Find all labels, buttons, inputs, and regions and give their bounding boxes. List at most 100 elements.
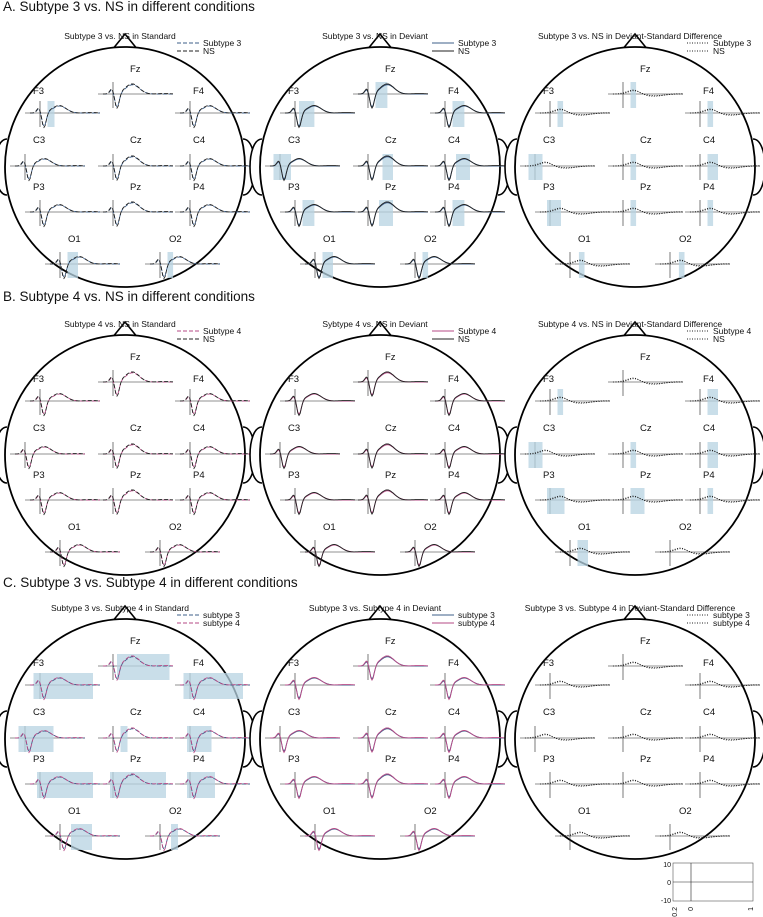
legend-label: NS [203, 334, 215, 344]
erp-waveform-b [357, 727, 428, 754]
electrode-label: Cz [130, 135, 142, 146]
erp-waveform-b [539, 495, 611, 503]
head-outline [4, 334, 246, 576]
electrode-label: P3 [288, 754, 300, 765]
significance-shading [630, 82, 637, 108]
erp-waveform-b [284, 393, 355, 417]
erp-waveform-b [559, 259, 631, 267]
electrode-p3: P3 [280, 754, 355, 800]
significance-shading [299, 101, 315, 127]
significance-shading [456, 154, 470, 180]
panel-title: Subtype 3 vs. Subtype 4 in Deviant-Stand… [525, 603, 736, 613]
erp-waveform-b [102, 655, 173, 682]
scale-y-tick: -10 [661, 898, 671, 905]
erp-waveform-b [689, 495, 761, 503]
electrode-p4: P4 [175, 182, 250, 228]
panel-title: Subtype 4 vs. NS in Deviant-Standard Dif… [538, 319, 722, 329]
legend-label: subtype 4 [458, 618, 495, 628]
significance-shading [167, 252, 174, 278]
electrode-pz: Pz [98, 754, 173, 800]
electrode-c3: C3 [520, 135, 596, 180]
nose [111, 32, 139, 51]
nose [366, 32, 394, 51]
legend-label: Subtype 4 [203, 326, 242, 336]
significance-shading [630, 154, 637, 180]
electrode-label: F3 [543, 86, 554, 97]
electrode-label: O1 [578, 806, 591, 817]
significance-shading [630, 442, 637, 468]
nose [621, 320, 649, 339]
significance-shading [187, 772, 215, 798]
electrode-p3: P3 [535, 754, 611, 798]
section-1: B. Subtype 4 vs. NS in different conditi… [0, 289, 763, 576]
erp-waveform-b [689, 680, 761, 688]
significance-shading [67, 252, 78, 278]
significance-shading [379, 200, 393, 226]
head-outline [259, 618, 501, 860]
electrode-label: O2 [424, 806, 437, 817]
erp-waveform-b [49, 256, 120, 280]
electrode-label: C3 [288, 707, 300, 718]
electrode-label: Cz [385, 707, 397, 718]
electrode-f4: F4 [175, 374, 250, 417]
legend-label: subtype 3 [203, 610, 240, 620]
legend-label: Subtype 4 [713, 326, 752, 336]
erp-waveform-b [179, 730, 250, 754]
electrode-cz: Cz [608, 707, 684, 752]
erp-waveform-b [179, 446, 250, 470]
electrode-label: P4 [193, 182, 205, 193]
significance-shading [707, 488, 714, 514]
erp-waveform-b [539, 396, 611, 404]
significance-shading [678, 252, 685, 278]
electrode-fz: Fz [353, 636, 428, 682]
electrode-label: Fz [640, 352, 651, 363]
electrode-label: C3 [543, 707, 555, 718]
electrode-label: C4 [193, 707, 205, 718]
electrode-label: F4 [703, 374, 714, 385]
significance-shading [117, 654, 170, 680]
electrode-c4: C4 [175, 135, 250, 182]
electrode-label: C3 [33, 423, 45, 434]
electrode-label: Fz [640, 64, 651, 75]
head-outline [514, 618, 756, 860]
electrode-label: Fz [130, 352, 141, 363]
significance-shading [707, 154, 718, 180]
erp-waveform-b [539, 207, 611, 215]
erp-waveform-b [102, 443, 173, 470]
electrode-label: O2 [169, 522, 182, 533]
panel-title: Subtype 4 vs. NS in Standard [64, 319, 176, 329]
erp-waveform-b [29, 105, 100, 129]
electrode-label: O1 [68, 234, 81, 245]
panel-title: Subtype 3 vs. Subtype 4 in Deviant [309, 603, 442, 613]
electrode-f4: F4 [430, 658, 505, 701]
left-ear [249, 426, 263, 484]
erp-waveform-b [434, 776, 505, 800]
electrode-label: P4 [448, 470, 460, 481]
electrode-cz: Cz [353, 707, 428, 754]
electrode-label: Pz [640, 470, 651, 481]
electrode-f3: F3 [535, 658, 611, 699]
electrode-o1: O1 [45, 522, 120, 568]
electrode-pz: Pz [98, 182, 173, 228]
nose [621, 32, 649, 51]
significance-shading [707, 389, 718, 415]
erp-waveform-b [689, 733, 761, 741]
electrode-f3: F3 [535, 374, 611, 415]
electrode-o2: O2 [655, 806, 731, 850]
legend-label: NS [713, 334, 725, 344]
electrode-label: O2 [679, 522, 692, 533]
electrode-o2: O2 [655, 234, 731, 278]
electrode-label: P4 [448, 754, 460, 765]
electrode-o1: O1 [555, 234, 631, 278]
electrode-label: F4 [193, 374, 204, 385]
erp-waveform-b [284, 492, 355, 516]
erp-waveform-b [434, 393, 505, 417]
electrode-f3: F3 [535, 86, 611, 127]
panel-title: Subtype 3 vs. Subtype 4 in Standard [51, 603, 189, 613]
electrode-fz: Fz [353, 352, 428, 398]
electrode-f3: F3 [280, 86, 355, 129]
significance-shading [120, 726, 128, 752]
electrode-label: F3 [543, 374, 554, 385]
nose [366, 320, 394, 339]
electrode-c4: C4 [685, 135, 761, 180]
